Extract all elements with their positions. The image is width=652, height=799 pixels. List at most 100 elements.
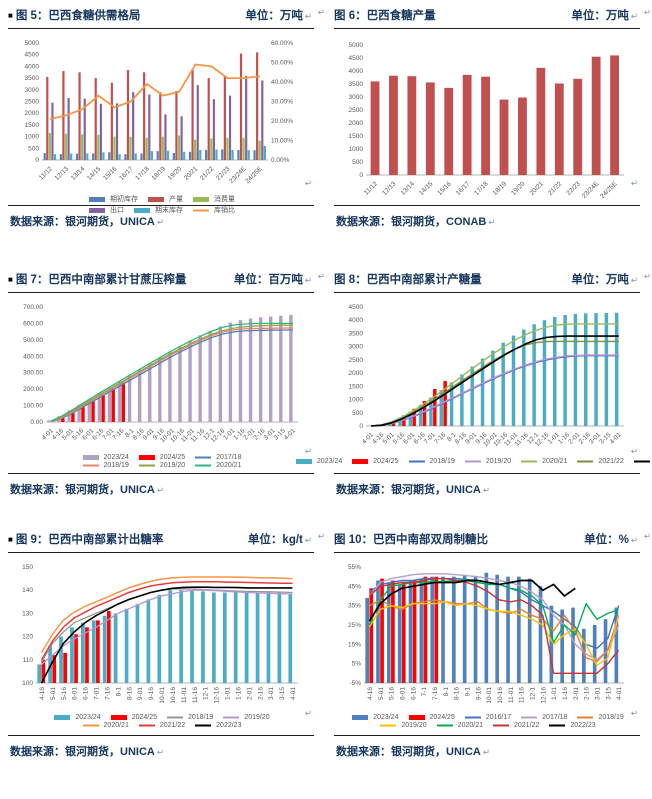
svg-text:8-1: 8-1 — [115, 687, 122, 697]
svg-text:60.00%: 60.00% — [271, 40, 293, 47]
source-text: 数据来源：银河期货，CONAB — [336, 216, 487, 228]
svg-text:3-01: 3-01 — [594, 687, 601, 700]
svg-text:13/14: 13/14 — [400, 180, 417, 197]
svg-text:200.00: 200.00 — [23, 386, 43, 393]
source-line: 数据来源：银河期货，UNICA ↵ — [334, 736, 640, 759]
figure-title: 图 10：巴西中南部双周制糖比 — [334, 534, 488, 546]
svg-text:0: 0 — [359, 423, 363, 430]
chart-area: 0.00 100.00 200.00 300.00 400.00 500.00 600.00… — [8, 293, 314, 473]
legend-item: 2023/24 — [352, 714, 399, 721]
svg-text:45%: 45% — [348, 583, 361, 590]
svg-text:2000: 2000 — [349, 120, 364, 127]
svg-text:2-01: 2-01 — [573, 687, 580, 700]
svg-text:3500: 3500 — [349, 81, 364, 88]
svg-text:3500: 3500 — [349, 330, 364, 337]
svg-text:8-1: 8-1 — [443, 687, 450, 697]
svg-text:12-16: 12-16 — [214, 687, 221, 704]
svg-text:10.00%: 10.00% — [271, 138, 293, 145]
divider — [8, 473, 314, 474]
svg-text:35%: 35% — [348, 603, 361, 610]
legend-item: 2024/25 — [352, 458, 399, 465]
chart-legend: 2023/24 2024/25 2017/18 2018/19 2019/20 2020/… — [10, 454, 314, 469]
paragraph-mark-icon: ↵ — [304, 708, 312, 718]
paragraph-mark-icon: ↵ — [304, 446, 312, 456]
unit-label: 单位：% — [584, 534, 629, 546]
legend-line-swatch-icon — [577, 716, 594, 719]
chart-area: -5% 5% 15% 25% 35% 45% 55% 4-16 5-01 5-16 6-01 6-16… — [334, 553, 640, 735]
svg-text:5-01: 5-01 — [378, 687, 385, 700]
svg-text:4-01: 4-01 — [290, 687, 297, 700]
legend-line-swatch-icon — [633, 460, 650, 463]
svg-text:22/23: 22/23 — [565, 180, 582, 197]
paragraph-mark-icon: ↵ — [156, 217, 164, 227]
svg-text:9-1: 9-1 — [464, 687, 471, 697]
legend-line-swatch-icon — [464, 460, 481, 463]
legend-item: 2024/25 — [110, 714, 157, 721]
divider — [8, 28, 314, 29]
svg-text:8-16: 8-16 — [454, 687, 461, 700]
svg-text:3000: 3000 — [349, 344, 364, 351]
figure-title: 图 7：巴西中南部累计甘蔗压榨量 — [15, 274, 187, 286]
legend-item: 2019/20 — [223, 714, 270, 721]
svg-text:2000: 2000 — [349, 370, 364, 377]
svg-text:1000: 1000 — [349, 397, 364, 404]
legend-line-swatch-icon — [195, 456, 212, 459]
svg-text:300.00: 300.00 — [23, 370, 43, 377]
figure-caption: 图 8：巴西中南部累计产糖量 单位：万吨 ↵ — [334, 270, 640, 292]
divider — [8, 735, 314, 736]
source-line: 数据来源：银河期货，UNICA ↵ — [8, 206, 314, 229]
svg-text:11/12: 11/12 — [363, 180, 379, 196]
svg-text:100.00: 100.00 — [23, 403, 43, 410]
source-line: 数据来源：银河期货，UNICA ↵ — [8, 474, 314, 497]
svg-text:14/15: 14/15 — [86, 165, 103, 182]
svg-text:20/21: 20/21 — [529, 180, 546, 197]
svg-text:2-16: 2-16 — [584, 687, 591, 700]
svg-text:6-01: 6-01 — [399, 687, 406, 700]
svg-text:3000: 3000 — [25, 87, 40, 94]
legend-item: 消费量 — [193, 194, 235, 204]
svg-text:4-16: 4-16 — [39, 687, 46, 700]
svg-text:1000: 1000 — [25, 134, 40, 141]
svg-text:9-16: 9-16 — [148, 687, 155, 700]
legend-item: 2020/21 — [195, 462, 241, 469]
paragraph-mark-icon: ↵ — [643, 271, 651, 281]
legend-item: 2021/22 — [138, 722, 185, 729]
svg-text:6-01: 6-01 — [72, 687, 79, 700]
svg-text:2000: 2000 — [25, 110, 40, 117]
unit-label: 单位：万吨 — [245, 10, 303, 22]
svg-text:30.00%: 30.00% — [271, 99, 293, 106]
legend-line-swatch-icon — [464, 716, 481, 719]
source-text: 数据来源：银河期货，UNICA — [10, 216, 155, 228]
svg-text:7-1: 7-1 — [421, 687, 428, 697]
unit-label: 单位：kg/t — [247, 534, 303, 546]
chart-area: 0 500 1000 1500 2000 2500 3000 3500 4000 4500 4-01… — [295, 293, 650, 473]
unit-label: 单位：万吨 — [571, 10, 629, 22]
list-bullet-icon: ■ — [8, 535, 13, 544]
legend-line-swatch-icon — [82, 724, 99, 727]
legend-item: 2016/17 — [464, 714, 511, 721]
legend-item: 2024/25 — [138, 454, 185, 461]
svg-text:8-1: 8-1 — [124, 427, 136, 439]
source-text: 数据来源：银河期货，UNICA — [10, 746, 155, 758]
figure-caption: ■ 图 5：巴西食糖供需格局 单位：万吨 ↵ — [8, 6, 314, 28]
svg-text:10-16: 10-16 — [170, 687, 177, 704]
paragraph-mark-icon: ↵ — [156, 747, 164, 757]
unit-label: 单位：百万吨 — [233, 274, 303, 286]
chart-figure-8: 0 500 1000 1500 2000 2500 3000 3500 4000 4500 4-01… — [349, 304, 624, 448]
svg-text:10-01: 10-01 — [159, 687, 166, 704]
legend-bar-swatch-icon — [352, 459, 369, 464]
legend-item: 期初库存 — [89, 194, 138, 204]
legend-item: 2019/20 — [138, 462, 185, 469]
source-line: 数据来源：银河期货，UNICA ↵ — [8, 736, 314, 759]
svg-text:12-1: 12-1 — [203, 687, 210, 700]
svg-text:0.00: 0.00 — [30, 419, 43, 426]
svg-text:21/22: 21/22 — [547, 180, 564, 197]
paragraph-mark-icon: ↵ — [482, 485, 490, 495]
svg-text:700.00: 700.00 — [23, 304, 43, 311]
svg-text:6-16: 6-16 — [83, 687, 90, 700]
figure-caption: ■ 图 9：巴西中南部累计出糖率 单位：kg/t ↵ — [8, 530, 314, 552]
svg-text:4-01: 4-01 — [609, 431, 623, 445]
legend-item: 2024/25 — [408, 714, 455, 721]
divider — [334, 473, 640, 474]
svg-text:12-16: 12-16 — [540, 687, 547, 704]
